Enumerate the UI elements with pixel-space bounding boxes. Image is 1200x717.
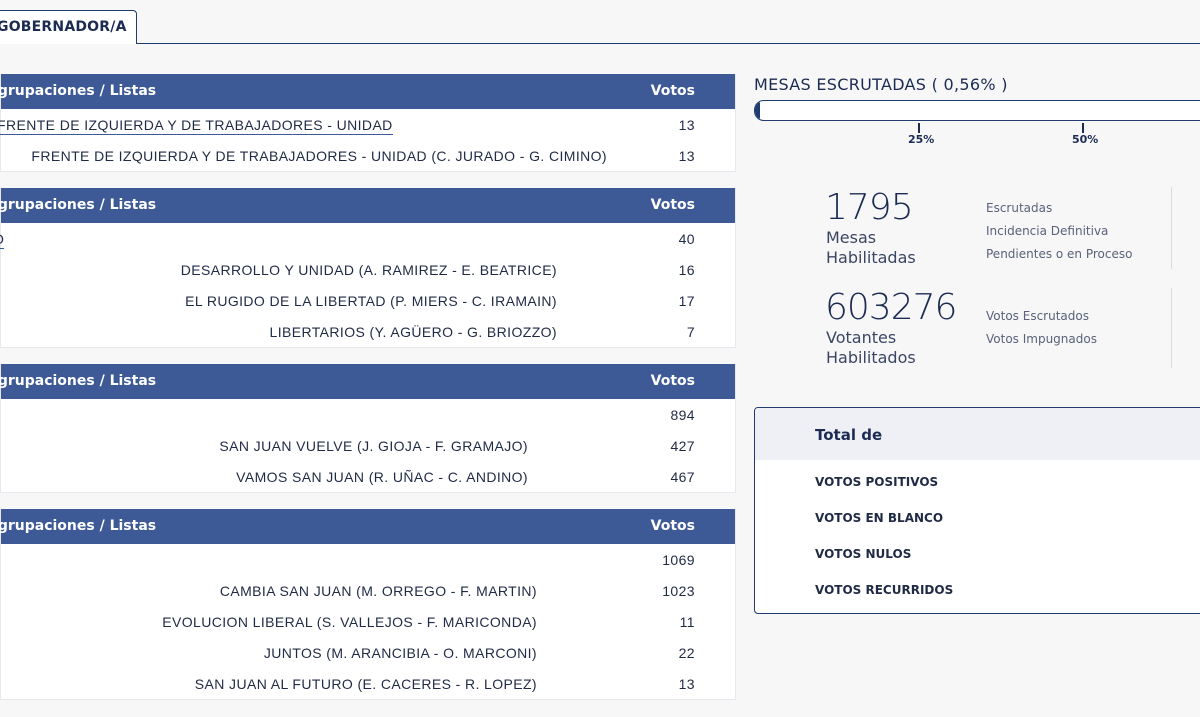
header-votos: Votos xyxy=(650,518,695,534)
label-pendientes: Pendientes o en Proceso xyxy=(986,247,1133,261)
list-votes: 17 xyxy=(678,293,695,309)
group-name[interactable]: O xyxy=(0,231,5,249)
list-row: VAMOS SAN JUAN (R. UÑAC - C. ANDINO) 467 xyxy=(1,461,735,492)
label-votos-impugnados: Votos Impugnados xyxy=(986,332,1097,346)
group-votes: 894 xyxy=(670,407,695,423)
table-header: Agrupaciones / Listas Votos xyxy=(0,364,735,399)
list-name: EL RUGIDO DE LA LIBERTAD (P. MIERS - C. … xyxy=(185,293,557,309)
list-row: FRENTE DE IZQUIERDA Y DE TRABAJADORES - … xyxy=(1,140,735,171)
table-header: Agrupaciones / Listas Votos xyxy=(0,74,735,109)
mesas-escrutadas-title: MESAS ESCRUTADAS ( 0,56% ) xyxy=(754,75,1008,94)
list-row: EVOLUCION LIBERAL (S. VALLEJOS - F. MARI… xyxy=(1,606,735,637)
results-table-1: Agrupaciones / Listas Votos FRENTE DE IZ… xyxy=(0,74,736,172)
tick-label-25: 25% xyxy=(908,133,935,146)
group-votes: 40 xyxy=(678,231,695,247)
list-votes: 11 xyxy=(679,614,695,630)
list-name: FRENTE DE IZQUIERDA Y DE TRABAJADORES - … xyxy=(31,148,607,164)
header-agrupaciones: Agrupaciones / Listas xyxy=(0,83,157,99)
list-name: SAN JUAN VUELVE (J. GIOJA - F. GRAMAJO) xyxy=(219,438,528,454)
totals-panel: Total de VOTOS POSITIVOS VOTOS EN BLANCO… xyxy=(754,407,1200,614)
list-votes: 16 xyxy=(678,262,695,278)
mesas-label-1: Mesas xyxy=(826,228,877,247)
votantes-label-1: Votantes xyxy=(826,328,897,347)
header-agrupaciones: Agrupaciones / Listas xyxy=(0,373,157,389)
group-row[interactable]: O 40 xyxy=(0,223,735,254)
header-agrupaciones: Agrupaciones / Listas xyxy=(0,518,157,534)
group-row[interactable]: 894 xyxy=(1,399,735,430)
list-votes: 427 xyxy=(670,438,695,454)
list-name: JUNTOS (M. ARANCIBIA - O. MARCONI) xyxy=(263,645,537,661)
header-votos: Votos xyxy=(650,373,695,389)
total-votos-recurridos: VOTOS RECURRIDOS xyxy=(815,583,954,597)
group-row[interactable]: 1069 xyxy=(1,544,735,575)
tab-gobernador[interactable]: GOBERNADOR/A xyxy=(0,10,137,44)
list-name: SAN JUAN AL FUTURO (E. CACERES - R. LOPE… xyxy=(194,676,537,692)
tick-50 xyxy=(1082,123,1084,133)
mesas-progress-bar xyxy=(754,100,1200,121)
results-table-3: Agrupaciones / Listas Votos 894 SAN JUAN… xyxy=(0,364,736,493)
list-name: LIBERTARIOS (Y. AGÜERO - G. BRIOZZO) xyxy=(269,324,557,340)
tick-label-50: 50% xyxy=(1072,133,1099,146)
label-votos-escrutados: Votos Escrutados xyxy=(986,309,1089,323)
list-name: DESARROLLO Y UNIDAD (A. RAMIREZ - E. BEA… xyxy=(180,262,557,278)
results-table-4: Agrupaciones / Listas Votos 1069 CAMBIA … xyxy=(0,509,736,700)
list-votes: 7 xyxy=(686,324,695,340)
list-votes: 467 xyxy=(670,469,695,485)
list-row: SAN JUAN AL FUTURO (E. CACERES - R. LOPE… xyxy=(1,668,735,699)
divider xyxy=(1171,288,1172,368)
label-escrutadas: Escrutadas xyxy=(986,201,1053,215)
votantes-habilitados-value: 603276 xyxy=(825,287,957,328)
results-table-2: Agrupaciones / Listas Votos O 40 DESARRO… xyxy=(0,188,736,348)
list-name: VAMOS SAN JUAN (R. UÑAC - C. ANDINO) xyxy=(236,469,528,485)
votantes-label-2: Habilitados xyxy=(826,348,916,367)
group-name[interactable]: FRENTE DE IZQUIERDA Y DE TRABAJADORES - … xyxy=(0,117,393,135)
list-row: JUNTOS (M. ARANCIBIA - O. MARCONI) 22 xyxy=(1,637,735,668)
table-header: Agrupaciones / Listas Votos xyxy=(0,509,735,544)
totals-title: Total de xyxy=(755,408,1200,460)
group-row[interactable]: FRENTE DE IZQUIERDA Y DE TRABAJADORES - … xyxy=(0,109,735,140)
mesas-label-2: Habilitadas xyxy=(826,248,916,267)
total-votos-positivos: VOTOS POSITIVOS xyxy=(815,475,939,489)
list-row: DESARROLLO Y UNIDAD (A. RAMIREZ - E. BEA… xyxy=(1,254,735,285)
list-votes: 13 xyxy=(678,676,695,692)
list-row: SAN JUAN VUELVE (J. GIOJA - F. GRAMAJO) … xyxy=(1,430,735,461)
list-votes: 22 xyxy=(678,645,695,661)
list-row: LIBERTARIOS (Y. AGÜERO - G. BRIOZZO) 7 xyxy=(1,316,735,347)
group-votes: 1069 xyxy=(662,552,695,568)
table-header: Agrupaciones / Listas Votos xyxy=(0,188,735,223)
tick-25 xyxy=(918,123,920,133)
divider xyxy=(1171,187,1172,269)
list-row: CAMBIA SAN JUAN (M. ORREGO - F. MARTIN) … xyxy=(1,575,735,606)
tab-bar: GOBERNADOR/A xyxy=(0,0,1200,44)
list-row: EL RUGIDO DE LA LIBERTAD (P. MIERS - C. … xyxy=(1,285,735,316)
list-name: CAMBIA SAN JUAN (M. ORREGO - F. MARTIN) xyxy=(219,583,537,599)
group-votes: 13 xyxy=(678,117,695,133)
mesas-habilitadas-value: 1795 xyxy=(825,187,914,228)
label-incidencia: Incidencia Definitiva xyxy=(986,224,1109,238)
header-votos: Votos xyxy=(650,83,695,99)
mesas-progress-fill xyxy=(755,101,761,120)
header-votos: Votos xyxy=(650,197,695,213)
total-votos-en-blanco: VOTOS EN BLANCO xyxy=(815,511,944,525)
list-votes: 1023 xyxy=(662,583,695,599)
total-votos-nulos: VOTOS NULOS xyxy=(815,547,912,561)
header-agrupaciones: Agrupaciones / Listas xyxy=(0,197,157,213)
list-votes: 13 xyxy=(678,148,695,164)
list-name: EVOLUCION LIBERAL (S. VALLEJOS - F. MARI… xyxy=(162,614,537,630)
